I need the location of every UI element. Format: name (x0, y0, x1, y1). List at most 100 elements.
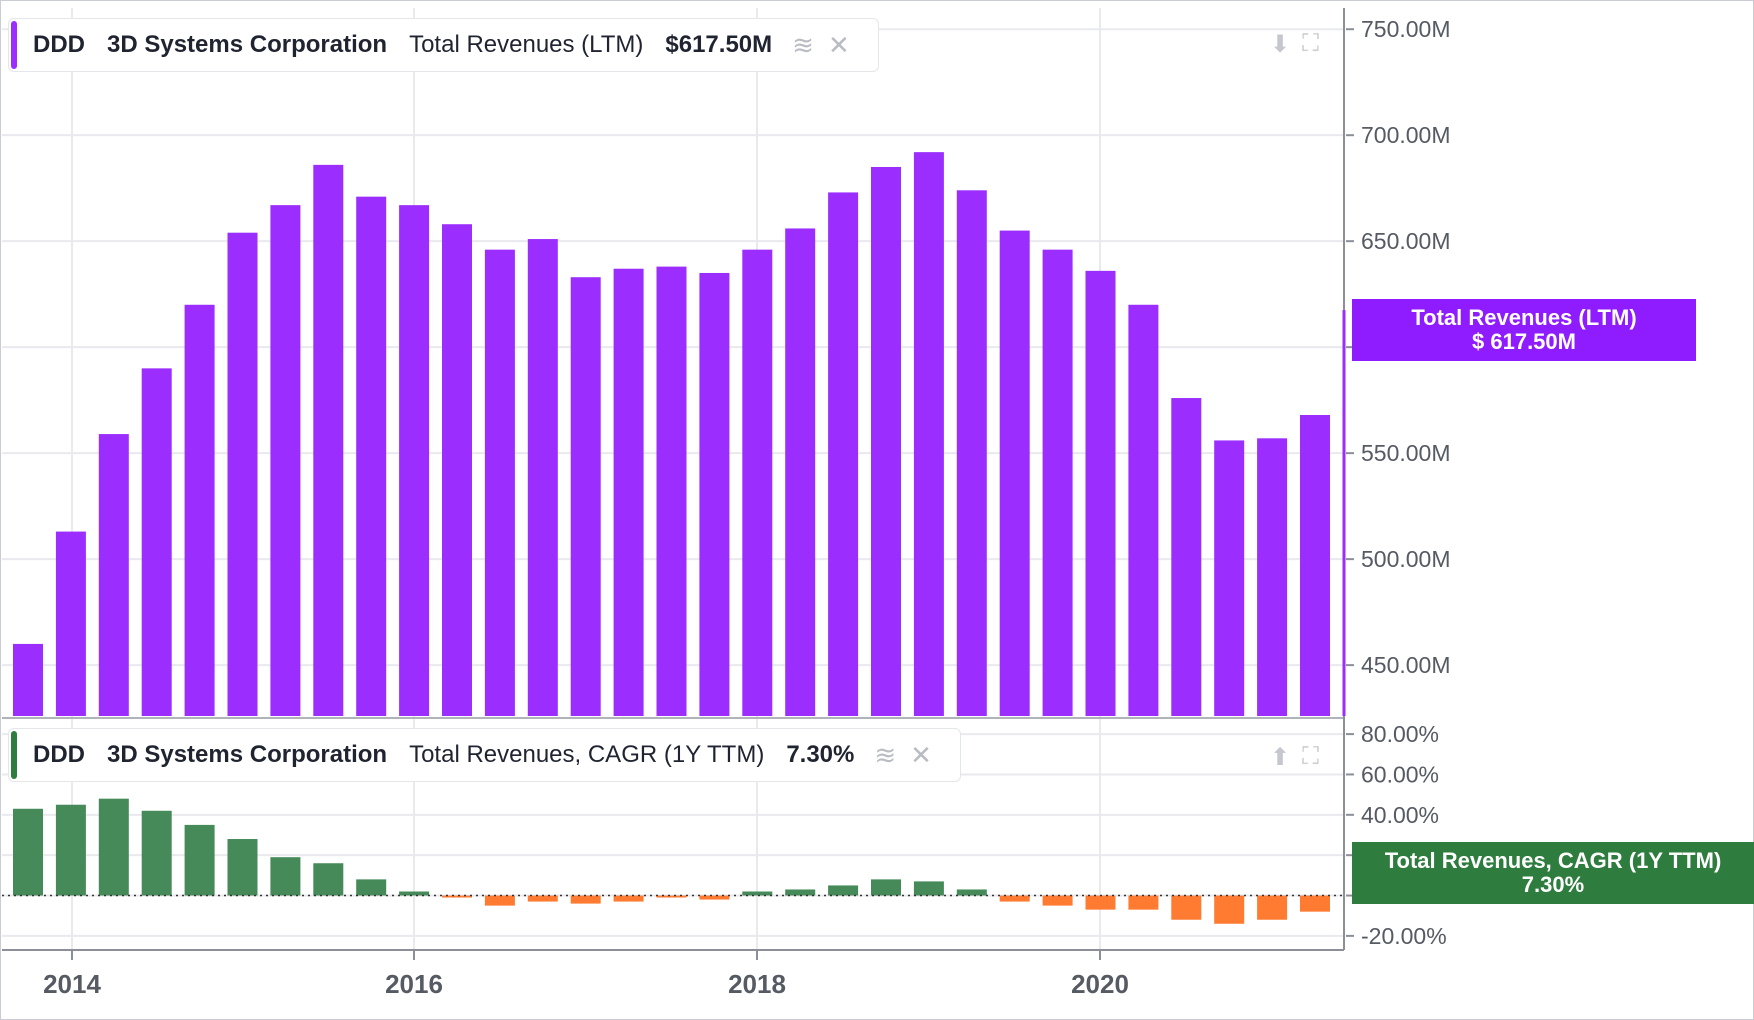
revenue-bar[interactable] (55, 531, 86, 716)
cagr-bar[interactable] (956, 889, 987, 896)
legend-revenue[interactable]: DDD 3D Systems Corporation Total Revenue… (8, 18, 879, 72)
upload-icon[interactable]: ⬆ (1270, 744, 1291, 771)
revenue-bar[interactable] (442, 224, 472, 716)
legend-company: 3D Systems Corporation (107, 31, 388, 58)
cagr-bar[interactable] (656, 895, 687, 898)
cagr-bar[interactable] (442, 895, 472, 898)
current-value-badge-cagr: Total Revenues, CAGR (1Y TTM) 7.30% (1352, 842, 1754, 904)
revenue-bar[interactable] (570, 277, 601, 716)
series-color-swatch (11, 21, 17, 69)
y-tick-label: -20.00% (1361, 923, 1447, 949)
cagr-bar[interactable] (356, 879, 387, 896)
revenue-bar[interactable] (484, 249, 515, 716)
cagr-bar[interactable] (828, 885, 859, 896)
y-tick-label: 650.00M (1361, 228, 1451, 254)
expand-icon[interactable]: ⛶ (1302, 30, 1319, 57)
y-tick-label: 700.00M (1361, 122, 1451, 148)
close-icon[interactable]: ✕ (910, 739, 932, 770)
cagr-bar[interactable] (1128, 895, 1159, 910)
revenue-bar[interactable] (184, 304, 215, 716)
cagr-bar[interactable] (570, 895, 601, 904)
cagr-bar[interactable] (270, 857, 301, 896)
revenue-bar[interactable] (613, 268, 644, 716)
revenue-bar[interactable] (141, 368, 172, 716)
revenue-bar[interactable] (527, 239, 558, 716)
revenue-bar[interactable] (742, 249, 773, 716)
legend-cagr[interactable]: DDD 3D Systems Corporation Total Revenue… (8, 728, 961, 782)
revenue-bar[interactable] (1257, 438, 1288, 716)
revenue-bar[interactable] (1214, 440, 1245, 716)
expand-icon[interactable]: ⛶ (1302, 743, 1319, 770)
legend-metric: Total Revenues (LTM) (409, 31, 644, 58)
series-color-swatch (11, 731, 17, 779)
revenue-bar[interactable] (98, 434, 129, 716)
cagr-bar[interactable] (1257, 895, 1288, 920)
legend-company: 3D Systems Corporation (107, 741, 388, 768)
legend-ticker: DDD (33, 741, 85, 768)
cagr-bar[interactable] (484, 895, 515, 906)
cagr-bar[interactable] (141, 810, 172, 896)
top-pane-controls: ⬇ ⛶ (1270, 30, 1319, 59)
cagr-bar[interactable] (184, 824, 215, 896)
layers-icon[interactable]: ≋ (874, 739, 897, 770)
legend-value: $617.50M (665, 31, 773, 58)
badge-value: $ 617.50M (1472, 329, 1576, 354)
cagr-bar[interactable] (785, 889, 816, 896)
x-tick-label: 2014 (43, 969, 101, 999)
x-tick-label: 2020 (1071, 969, 1129, 999)
y-tick-label: 500.00M (1361, 546, 1451, 572)
revenue-bar[interactable] (913, 152, 944, 717)
y-tick-label: 80.00% (1361, 721, 1439, 747)
revenue-bar[interactable] (13, 643, 43, 716)
badge-label: Total Revenues (LTM) (1411, 305, 1637, 330)
cagr-bar[interactable] (1214, 895, 1245, 924)
cagr-bar[interactable] (313, 863, 344, 896)
cagr-bar[interactable] (13, 808, 43, 896)
x-tick-label: 2016 (385, 969, 443, 999)
cagr-bar[interactable] (613, 895, 644, 902)
revenue-bar[interactable] (227, 232, 258, 716)
cagr-bar[interactable] (55, 804, 86, 896)
cagr-bar[interactable] (871, 879, 901, 896)
revenue-bar[interactable] (1042, 249, 1073, 716)
cagr-bar[interactable] (742, 891, 773, 896)
revenue-bar[interactable] (956, 190, 987, 716)
revenue-bar[interactable] (828, 192, 859, 716)
badge-label: Total Revenues, CAGR (1Y TTM) (1384, 848, 1722, 873)
revenue-bar[interactable] (699, 272, 730, 716)
revenue-bar[interactable] (399, 205, 430, 716)
cagr-bar[interactable] (399, 891, 430, 896)
cagr-bar[interactable] (1300, 895, 1330, 912)
revenue-bar[interactable] (1300, 414, 1330, 716)
revenue-bar[interactable] (1085, 270, 1116, 716)
layers-icon[interactable]: ≋ (792, 29, 814, 60)
revenue-bar[interactable] (785, 228, 816, 717)
revenue-bar[interactable] (1171, 398, 1202, 716)
cagr-bar[interactable] (527, 895, 558, 902)
cagr-bar[interactable] (1171, 895, 1202, 920)
revenue-bar[interactable] (313, 164, 344, 716)
revenue-bar[interactable] (270, 205, 301, 716)
y-tick-label: 550.00M (1361, 440, 1451, 466)
y-tick-label: 450.00M (1361, 652, 1451, 678)
cagr-bar[interactable] (999, 895, 1030, 902)
cagr-bar[interactable] (699, 895, 730, 900)
cagr-bar[interactable] (98, 798, 129, 896)
cagr-bar[interactable] (1042, 895, 1073, 906)
revenue-bar[interactable] (999, 230, 1030, 717)
bottom-pane-controls: ⬆ ⛶ (1270, 743, 1319, 772)
download-icon[interactable]: ⬇ (1270, 31, 1291, 58)
cagr-bar[interactable] (227, 839, 258, 896)
y-tick-label: 60.00% (1361, 761, 1439, 787)
cagr-bar[interactable] (1085, 895, 1116, 910)
legend-metric: Total Revenues, CAGR (1Y TTM) (409, 741, 765, 768)
revenue-bar[interactable] (1128, 304, 1159, 716)
legend-value: 7.30% (786, 741, 855, 768)
cagr-bar[interactable] (913, 881, 944, 896)
close-icon[interactable]: ✕ (827, 29, 850, 60)
badge-value: 7.30% (1521, 872, 1585, 897)
revenue-bar[interactable] (356, 196, 387, 716)
current-value-badge-revenue: Total Revenues (LTM) $ 617.50M (1352, 299, 1696, 361)
revenue-bar[interactable] (871, 166, 901, 716)
revenue-bar[interactable] (656, 266, 687, 716)
